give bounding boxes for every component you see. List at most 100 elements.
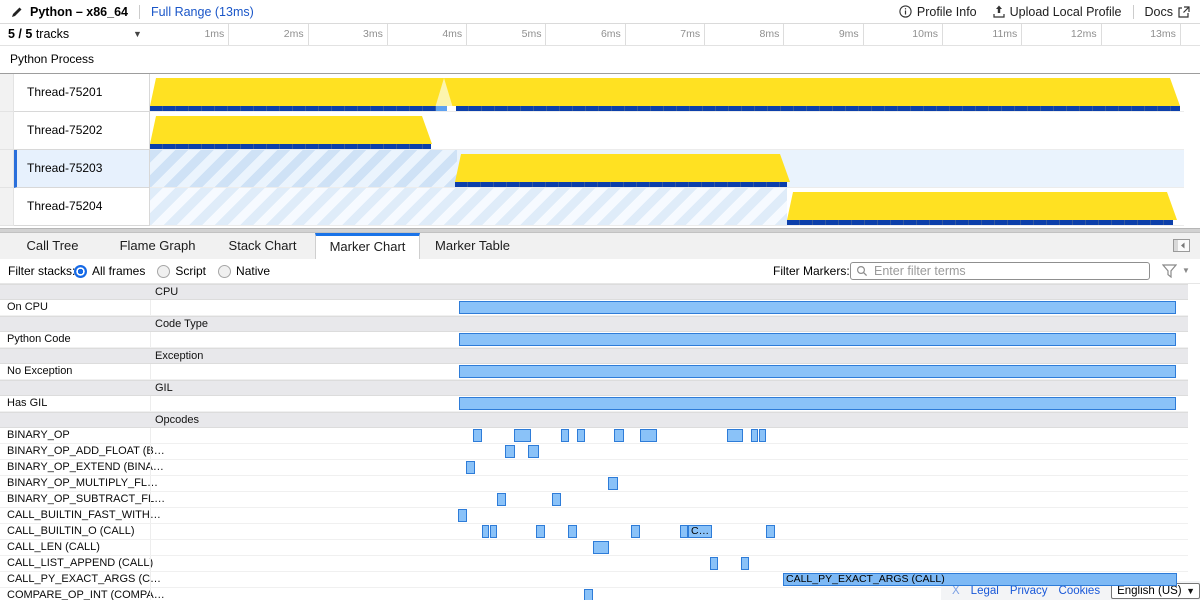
- marker[interactable]: [514, 429, 531, 442]
- track-row: Thread-75201: [0, 74, 1200, 112]
- marker[interactable]: [614, 429, 624, 442]
- marker-row: BINARY_OP_ADD_FLOAT (B…: [0, 444, 1188, 460]
- marker-row: COMPARE_OP_INT (COMPA…: [0, 588, 1188, 600]
- cpu-usage-graph: [150, 78, 1180, 106]
- track-label[interactable]: Thread-75201: [14, 74, 150, 112]
- radio-icon: [218, 264, 232, 278]
- marker[interactable]: [459, 397, 1176, 410]
- track-activity-graph[interactable]: [150, 150, 1184, 188]
- tab-marker-chart[interactable]: Marker Chart: [315, 233, 420, 259]
- process-header[interactable]: Python Process: [0, 46, 1200, 74]
- marker[interactable]: [710, 557, 718, 570]
- track-activity-graph[interactable]: [150, 112, 1184, 150]
- marker[interactable]: [459, 301, 1176, 314]
- tab-bar: Call Tree Flame Graph Stack Chart Marker Ch…: [0, 233, 1200, 259]
- marker[interactable]: C…: [688, 525, 712, 538]
- tab-flame-graph[interactable]: Flame Graph: [119, 238, 196, 253]
- info-icon: [899, 5, 912, 18]
- samples-bar: [436, 106, 447, 111]
- time-ruler[interactable]: 5 / 5 tracks ▼ 1ms 2ms 3ms 4ms 5ms 6ms 7ms 8ms 9…: [0, 24, 1200, 46]
- marker-row-label: Python Code: [7, 333, 71, 345]
- marker-group-header: CPU: [0, 284, 1188, 300]
- tab-marker-table[interactable]: Marker Table: [435, 238, 510, 253]
- tab-stack-chart[interactable]: Stack Chart: [228, 238, 297, 253]
- footer-link-privacy[interactable]: Privacy: [1009, 584, 1048, 597]
- marker-row: BINARY_OP_EXTEND (BINA…: [0, 460, 1188, 476]
- marker[interactable]: [473, 429, 482, 442]
- marker[interactable]: [459, 365, 1176, 378]
- marker[interactable]: [459, 333, 1176, 346]
- track-label[interactable]: Thread-75203: [14, 150, 150, 188]
- marker[interactable]: CALL_PY_EXACT_ARGS (CALL): [783, 573, 1177, 586]
- marker-row-label: BINARY_OP_SUBTRACT_FL…: [7, 493, 166, 505]
- language-value: English (US): [1117, 584, 1182, 597]
- marker-filter-input[interactable]: [872, 263, 1149, 279]
- marker-row-label: On CPU: [7, 301, 48, 313]
- open-sidebar-icon[interactable]: [1173, 239, 1190, 255]
- footer-links: Legal Privacy Cookies: [960, 585, 1100, 597]
- samples-bar: [787, 220, 1173, 225]
- marker[interactable]: [593, 541, 609, 554]
- marker[interactable]: [536, 525, 545, 538]
- marker[interactable]: [528, 445, 539, 458]
- footer-link-legal[interactable]: Legal: [970, 584, 999, 597]
- track-activity-graph[interactable]: [150, 188, 1184, 226]
- marker[interactable]: [584, 589, 593, 600]
- upload-label: Upload Local Profile: [1009, 4, 1122, 19]
- profile-info-button[interactable]: Profile Info: [899, 5, 977, 19]
- chevron-down-icon[interactable]: ▼: [1182, 266, 1190, 275]
- marker-row: CALL_BUILTIN_O (CALL) C…: [0, 524, 1188, 540]
- marker[interactable]: [505, 445, 515, 458]
- marker[interactable]: [490, 525, 497, 538]
- marker[interactable]: [482, 525, 489, 538]
- marker[interactable]: [561, 429, 569, 442]
- marker-row-label: BINARY_OP_MULTIPLY_FL…: [7, 477, 158, 489]
- marker-row-label: CALL_BUILTIN_FAST_WITH…: [7, 509, 161, 521]
- no-samples-stripes: [150, 188, 787, 225]
- tab-call-tree[interactable]: Call Tree: [26, 238, 79, 253]
- track-gutter: [0, 74, 14, 112]
- marker[interactable]: [608, 477, 618, 490]
- marker[interactable]: [751, 429, 758, 442]
- marker[interactable]: [497, 493, 506, 506]
- radio-native[interactable]: Native: [218, 264, 270, 278]
- track-label[interactable]: Thread-75202: [14, 112, 150, 150]
- full-range-link[interactable]: Full Range (13ms): [150, 4, 254, 19]
- marker-row: On CPU: [0, 300, 1188, 316]
- marker[interactable]: [741, 557, 749, 570]
- marker-row-label: BINARY_OP: [7, 429, 70, 441]
- docs-label: Docs: [1144, 4, 1173, 19]
- upload-local-profile-button[interactable]: Upload Local Profile: [993, 5, 1122, 19]
- ruler-tick: 6ms: [547, 24, 626, 45]
- filter-funnel-icon[interactable]: [1161, 264, 1178, 281]
- radio-script[interactable]: Script: [157, 264, 206, 278]
- tracks-count-dropdown[interactable]: 5 / 5 tracks: [8, 24, 69, 45]
- marker[interactable]: [680, 525, 688, 538]
- marker[interactable]: [640, 429, 657, 442]
- track-label[interactable]: Thread-75204: [14, 188, 150, 226]
- panel-splitter[interactable]: [0, 228, 1200, 233]
- marker-row: CALL_LIST_APPEND (CALL): [0, 556, 1188, 572]
- marker[interactable]: [766, 525, 775, 538]
- chevron-down-icon[interactable]: ▼: [133, 29, 142, 39]
- marker[interactable]: [631, 525, 640, 538]
- footer-x-link[interactable]: X: [952, 584, 960, 597]
- marker[interactable]: [577, 429, 585, 442]
- footer-link-cookies[interactable]: Cookies: [1058, 584, 1101, 597]
- marker[interactable]: [568, 525, 577, 538]
- top-bar-right: Profile Info Upload Local Profile Docs: [883, 4, 1200, 19]
- docs-button[interactable]: Docs: [1145, 5, 1190, 19]
- marker[interactable]: [458, 509, 467, 522]
- marker[interactable]: [552, 493, 561, 506]
- marker[interactable]: [727, 429, 743, 442]
- track-gutter: [0, 188, 14, 226]
- samples-bar: [150, 106, 436, 111]
- divider: [138, 4, 140, 19]
- radio-all-frames[interactable]: All frames: [74, 264, 145, 278]
- marker[interactable]: [759, 429, 766, 442]
- ruler-tick: 8ms: [705, 24, 785, 45]
- track-activity-graph[interactable]: [150, 74, 1184, 112]
- chevron-down-icon: ▼: [1186, 585, 1195, 596]
- marker[interactable]: [466, 461, 475, 474]
- edit-profile-name-icon[interactable]: [11, 6, 23, 18]
